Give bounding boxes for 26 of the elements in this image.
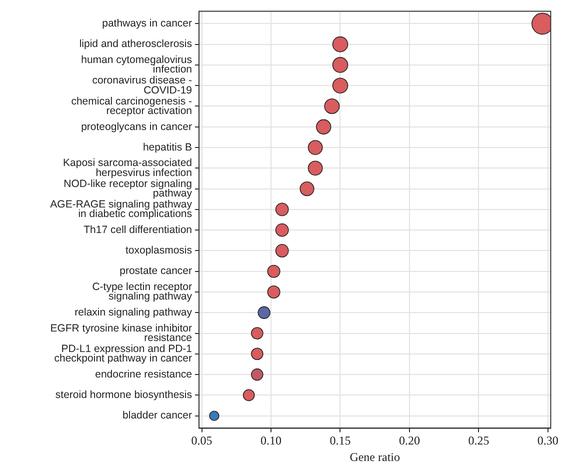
y-tick-label: endocrine resistance — [95, 368, 192, 380]
y-tick-label: proteoglycans in cancer — [81, 120, 192, 133]
y-tick-label: Kaposi sarcoma-associated herpesvirus infection — [63, 157, 192, 179]
y-tick-label: pathways in cancer — [102, 18, 192, 30]
y-tick-label: lipid and atherosclerosis — [79, 38, 192, 50]
y-tick-label: Th17 cell differentiation — [84, 224, 192, 236]
y-tick-label: hepatitis B — [142, 141, 192, 154]
y-tick-label: NOD-like receptor signaling pathway — [64, 178, 193, 200]
y-tick-label: PD-L1 expression and PD-1 checkpoint pathway in cancer — [54, 342, 192, 365]
y-tick-label: EGFR tyrosine kinase inhibitor resistance — [50, 322, 192, 344]
y-tick-label: AGE-RAGE signaling pathway in diabetic complications — [50, 198, 193, 220]
x-tick-label: 0.25 — [468, 434, 490, 448]
y-tick-label: coronavirus disease - COVID-19 — [92, 74, 193, 96]
x-tick-label: 0.15 — [330, 434, 351, 448]
y-tick-label: bladder cancer — [122, 410, 192, 422]
x-axis-title: Gene ratio — [350, 450, 400, 464]
x-tick-label: 0.20 — [398, 434, 420, 448]
y-tick-label: relaxin signaling pathway — [74, 306, 193, 319]
x-tick-label: 0.10 — [260, 434, 282, 448]
y-tick-label: prostate cancer — [120, 265, 192, 278]
y-tick-label: steroid hormone biosynthesis — [55, 389, 192, 402]
y-tick-label: toxoplasmosis — [125, 244, 192, 257]
x-tick-label: 0.05 — [191, 434, 212, 448]
x-tick-label: 0.30 — [537, 434, 558, 448]
y-tick-label: C-type lectin receptor signaling pathway — [92, 281, 193, 303]
y-tick-label: chemical carcinogenesis - receptor activation — [71, 95, 192, 117]
